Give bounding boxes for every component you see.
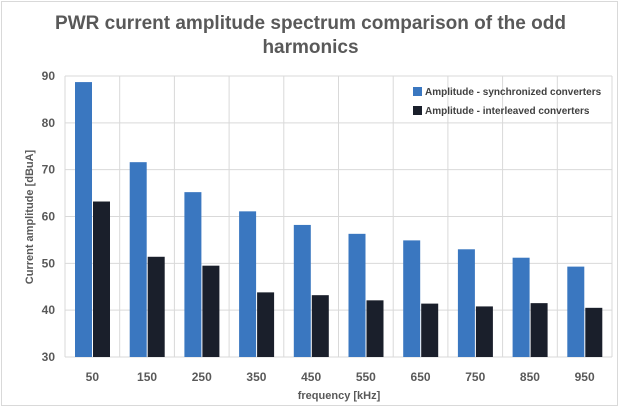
y-tick-label: 70 — [42, 163, 56, 177]
y-tick-label: 40 — [42, 303, 56, 317]
legend-label-interleaved: Amplitude - interleaved converters — [425, 106, 590, 117]
y-tick-label: 90 — [42, 69, 56, 83]
chart-title: PWR current amplitude spectrum compariso… — [0, 12, 621, 60]
bar-interleaved-950 — [585, 307, 603, 357]
bar-synchronized-450 — [293, 224, 311, 357]
x-tick-label: 850 — [520, 370, 540, 384]
y-tick-label: 80 — [42, 116, 56, 130]
bar-synchronized-750 — [457, 249, 475, 357]
chart-title-line-2: harmonics — [262, 37, 359, 58]
legend-swatch-synchronized — [413, 87, 422, 96]
x-tick-label: 750 — [465, 370, 485, 384]
bar-interleaved-750 — [475, 306, 493, 357]
bar-interleaved-50 — [93, 201, 110, 357]
x-tick-label: 450 — [301, 370, 321, 384]
bar-interleaved-250 — [202, 265, 220, 357]
bar-synchronized-950 — [567, 266, 585, 357]
legend-swatch-interleaved — [413, 106, 422, 115]
bar-interleaved-150 — [147, 256, 165, 357]
x-tick-label: 250 — [192, 370, 212, 384]
bar-synchronized-250 — [184, 192, 202, 357]
y-axis-label: Current amplitude [dBuA] — [24, 149, 36, 284]
x-tick-label: 550 — [356, 370, 376, 384]
chart-title-line-1: PWR current amplitude spectrum compariso… — [55, 13, 566, 34]
x-tick-label: 650 — [411, 370, 431, 384]
legend-label-synchronized: Amplitude - synchronized converters — [425, 87, 602, 98]
x-tick-label: 150 — [137, 370, 157, 384]
bar-synchronized-50 — [75, 82, 92, 358]
y-tick-label: 50 — [42, 256, 56, 270]
bar-interleaved-650 — [421, 303, 439, 357]
x-tick-label: 950 — [575, 370, 595, 384]
y-axis-ticks: 30 40 50 60 70 80 90 — [42, 69, 56, 364]
bar-interleaved-450 — [311, 295, 329, 357]
x-axis-ticks: 50 150 250 350 450 550 650 750 850 950 — [86, 370, 595, 384]
y-tick-label: 60 — [42, 210, 56, 224]
y-tick-label: 30 — [42, 350, 56, 364]
bar-synchronized-350 — [239, 211, 257, 357]
bars — [75, 82, 603, 358]
bar-interleaved-350 — [257, 292, 275, 357]
bar-synchronized-550 — [348, 233, 366, 357]
x-axis-label: frequency [kHz] — [298, 390, 381, 402]
bar-synchronized-850 — [512, 257, 530, 357]
bar-synchronized-150 — [129, 162, 147, 357]
x-tick-label: 50 — [86, 370, 100, 384]
legend: Amplitude - synchronized converters Ampl… — [413, 87, 602, 117]
bar-interleaved-550 — [366, 300, 384, 357]
grid-lines — [64, 75, 613, 358]
bar-synchronized-650 — [403, 240, 421, 357]
x-tick-label: 350 — [246, 370, 266, 384]
bar-interleaved-850 — [530, 303, 548, 357]
